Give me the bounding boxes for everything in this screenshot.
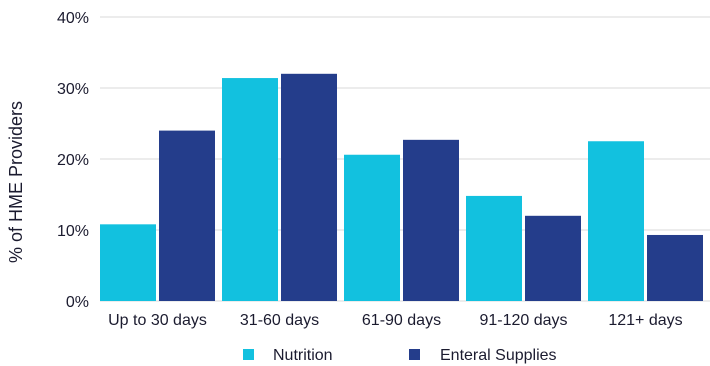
bar-enteral-supplies: [159, 130, 215, 301]
bar-enteral-supplies: [525, 215, 581, 301]
bar-nutrition: [466, 195, 522, 301]
bar-nutrition: [100, 224, 156, 301]
x-tick-label: 61-90 days: [362, 312, 441, 329]
bars: [100, 73, 703, 301]
legend-label: Enteral Supplies: [440, 347, 557, 364]
legend-swatch: [409, 349, 420, 360]
x-tick-label: Up to 30 days: [108, 312, 207, 329]
x-tick-label: 31-60 days: [240, 312, 319, 329]
y-tick-label: 40%: [57, 10, 89, 27]
bar-enteral-supplies: [403, 139, 459, 301]
y-tick-label: 20%: [57, 152, 89, 169]
y-tick-label: 10%: [57, 223, 89, 240]
x-tick-label: 121+ days: [608, 312, 682, 329]
bar-enteral-supplies: [281, 73, 337, 301]
bar-nutrition: [222, 78, 278, 301]
bar-nutrition: [344, 154, 400, 301]
x-axis-labels: Up to 30 days 31-60 days 61-90 days 91-120 …: [108, 312, 683, 329]
legend: Nutrition Enteral Supplies: [243, 347, 557, 364]
legend-label: Nutrition: [273, 347, 333, 364]
y-tick-label: 30%: [57, 81, 89, 98]
legend-swatch: [243, 349, 254, 360]
x-tick-label: 91-120 days: [479, 312, 567, 329]
y-axis-ticks: 0% 10% 20% 30% 40%: [57, 10, 89, 311]
y-tick-label: 0%: [66, 294, 89, 311]
bar-nutrition: [588, 141, 644, 301]
bar-enteral-supplies: [647, 234, 703, 301]
y-axis-title: % of HME Providers: [6, 101, 26, 263]
